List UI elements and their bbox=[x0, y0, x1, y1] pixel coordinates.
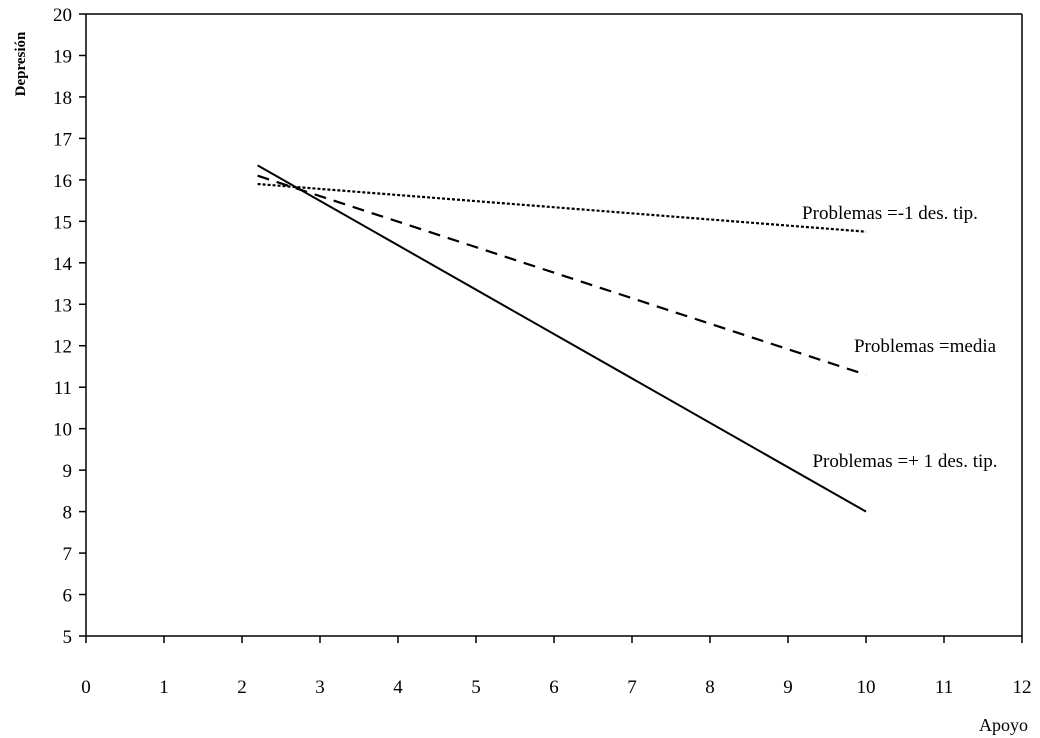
y-axis-ticks: 5 6 7 8 9 10 11 12 13 14 15 16 17 18 19 20 bbox=[53, 5, 86, 648]
series-lines bbox=[257, 164, 867, 513]
x-tick-label: 10 bbox=[857, 677, 876, 698]
y-tick-label: 19 bbox=[53, 46, 72, 67]
y-tick-label: 11 bbox=[54, 378, 72, 399]
series-label: Problemas =-1 des. tip. bbox=[802, 203, 978, 224]
y-tick-label: 9 bbox=[63, 461, 73, 482]
y-tick-label: 8 bbox=[63, 503, 73, 524]
series-label: Problemas =+ 1 des. tip. bbox=[812, 451, 997, 472]
y-tick-label: 13 bbox=[53, 295, 72, 316]
x-tick-label: 5 bbox=[471, 677, 481, 698]
x-tick-label: 11 bbox=[935, 677, 953, 698]
series-labels: Problemas =-1 des. tip. Problemas =media P… bbox=[802, 203, 997, 472]
y-tick-label: 18 bbox=[53, 88, 72, 109]
y-axis-label: Depresión bbox=[13, 31, 29, 96]
y-tick-label: 14 bbox=[53, 254, 73, 275]
x-tick-label: 4 bbox=[393, 677, 403, 698]
y-tick-label: 5 bbox=[63, 627, 73, 648]
y-tick-label: 6 bbox=[63, 586, 73, 607]
series-label: Problemas =media bbox=[854, 336, 997, 357]
series-line-dashed bbox=[257, 174, 867, 376]
x-axis-label: Apoyo bbox=[979, 715, 1028, 735]
x-tick-label: 1 bbox=[159, 677, 169, 698]
x-tick-label: 2 bbox=[237, 677, 247, 698]
x-tick-label: 12 bbox=[1013, 677, 1032, 698]
y-tick-label: 12 bbox=[53, 337, 72, 358]
y-tick-label: 16 bbox=[53, 171, 72, 192]
plot-frame bbox=[85, 13, 1023, 637]
series-line-solid bbox=[257, 164, 867, 513]
x-tick-label: 3 bbox=[315, 677, 325, 698]
y-tick-label: 20 bbox=[53, 5, 72, 26]
y-tick-label: 7 bbox=[63, 544, 73, 565]
x-tick-label: 9 bbox=[783, 677, 793, 698]
y-tick-label: 15 bbox=[53, 212, 72, 233]
x-tick-label: 8 bbox=[705, 677, 715, 698]
x-tick-label: 6 bbox=[549, 677, 559, 698]
y-tick-label: 17 bbox=[53, 129, 72, 150]
x-axis-ticks: 0 1 2 3 4 5 6 7 8 9 10 11 12 bbox=[81, 636, 1032, 698]
y-tick-label: 10 bbox=[53, 420, 72, 441]
series-line-dotted bbox=[257, 182, 867, 233]
x-tick-label: 7 bbox=[627, 677, 637, 698]
x-tick-label: 0 bbox=[81, 677, 91, 698]
